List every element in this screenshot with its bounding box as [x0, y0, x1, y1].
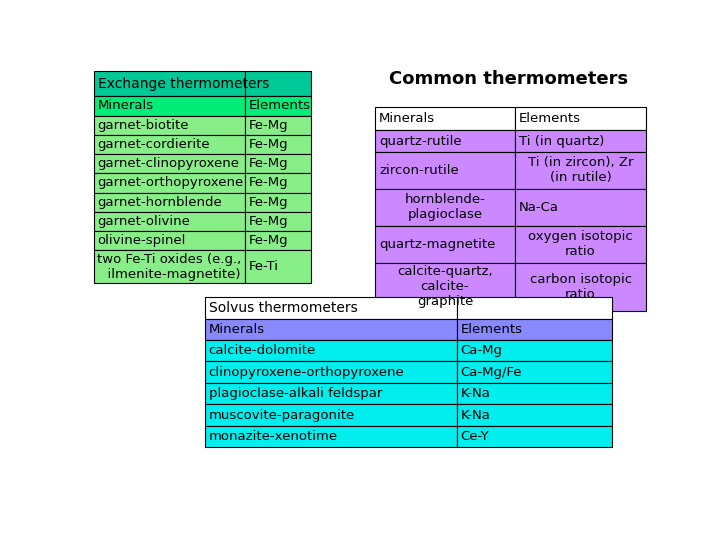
Text: Minerals: Minerals [209, 323, 265, 336]
Bar [204, 298, 456, 319]
Bar [94, 193, 245, 212]
Text: oxygen isotopic
ratio: oxygen isotopic ratio [528, 230, 633, 258]
Bar [204, 361, 456, 383]
Text: Fe-Mg: Fe-Mg [249, 157, 289, 170]
Bar [204, 383, 456, 404]
Bar [456, 298, 611, 319]
Bar [204, 404, 456, 426]
Text: Fe-Mg: Fe-Mg [249, 234, 289, 247]
Text: Ti (in quartz): Ti (in quartz) [518, 134, 604, 147]
Bar [456, 340, 611, 361]
Bar [375, 130, 515, 152]
Bar [375, 152, 515, 189]
Bar [515, 262, 647, 311]
Bar [245, 116, 311, 135]
Text: Solvus thermometers: Solvus thermometers [209, 301, 357, 315]
Bar [456, 383, 611, 404]
Bar [375, 262, 515, 311]
Text: olivine-spinel: olivine-spinel [98, 234, 186, 247]
Bar [245, 212, 311, 231]
Text: garnet-hornblende: garnet-hornblende [98, 195, 222, 209]
Text: Fe-Mg: Fe-Mg [249, 215, 289, 228]
Text: zircon-rutile: zircon-rutile [379, 164, 459, 177]
Text: plagioclase-alkali feldspar: plagioclase-alkali feldspar [209, 387, 382, 400]
Bar [375, 107, 515, 130]
Text: K-Na: K-Na [461, 409, 490, 422]
Text: garnet-olivine: garnet-olivine [98, 215, 191, 228]
Bar [375, 226, 515, 262]
Bar [456, 404, 611, 426]
Bar [94, 154, 245, 173]
Bar [375, 189, 515, 226]
Bar [515, 130, 647, 152]
Text: Fe-Mg: Fe-Mg [249, 195, 289, 209]
Text: Common thermometers: Common thermometers [389, 70, 628, 87]
Bar [245, 154, 311, 173]
Text: Minerals: Minerals [379, 112, 435, 125]
Bar [456, 426, 611, 448]
Text: Elements: Elements [249, 99, 311, 112]
Text: monazite-xenotime: monazite-xenotime [209, 430, 338, 443]
Text: Ca-Mg: Ca-Mg [461, 344, 503, 357]
Bar [94, 135, 245, 154]
Bar [456, 319, 611, 340]
Bar [515, 189, 647, 226]
Bar [94, 71, 245, 96]
Text: quartz-rutile: quartz-rutile [379, 134, 462, 147]
Text: garnet-orthopyroxene: garnet-orthopyroxene [98, 177, 244, 190]
Text: carbon isotopic
ratio: carbon isotopic ratio [529, 273, 631, 301]
Text: hornblende-
plagioclase: hornblende- plagioclase [405, 193, 485, 221]
Bar [245, 231, 311, 251]
Bar [94, 116, 245, 135]
Bar [94, 231, 245, 251]
Bar [245, 96, 311, 116]
Text: garnet-cordierite: garnet-cordierite [98, 138, 210, 151]
Text: Fe-Mg: Fe-Mg [249, 177, 289, 190]
Bar [245, 193, 311, 212]
Text: muscovite-paragonite: muscovite-paragonite [209, 409, 355, 422]
Bar [515, 152, 647, 189]
Text: Fe-Mg: Fe-Mg [249, 138, 289, 151]
Text: Ti (in zircon), Zr
(in rutile): Ti (in zircon), Zr (in rutile) [528, 156, 634, 184]
Bar [515, 226, 647, 262]
Bar [245, 71, 311, 96]
Text: Na-Ca: Na-Ca [518, 201, 559, 214]
Text: Fe-Ti: Fe-Ti [249, 260, 279, 273]
Text: quartz-magnetite: quartz-magnetite [379, 238, 495, 251]
Text: Elements: Elements [461, 323, 523, 336]
Bar [456, 361, 611, 383]
Text: Minerals: Minerals [98, 99, 154, 112]
Text: Exchange thermometers: Exchange thermometers [98, 77, 269, 91]
Text: garnet-biotite: garnet-biotite [98, 119, 189, 132]
Bar [204, 426, 456, 448]
Text: Fe-Mg: Fe-Mg [249, 119, 289, 132]
Text: calcite-quartz,
calcite-
graphite: calcite-quartz, calcite- graphite [397, 266, 492, 308]
Text: Elements: Elements [518, 112, 580, 125]
Bar [94, 251, 245, 284]
Text: Ca-Mg/Fe: Ca-Mg/Fe [461, 366, 522, 379]
Bar [245, 173, 311, 193]
Text: garnet-clinopyroxene: garnet-clinopyroxene [98, 157, 240, 170]
Bar [245, 251, 311, 284]
Bar [94, 96, 245, 116]
Bar [94, 173, 245, 193]
Text: two Fe-Ti oxides (e.g.,
  ilmenite-magnetite): two Fe-Ti oxides (e.g., ilmenite-magneti… [97, 253, 242, 281]
Text: Ce-Y: Ce-Y [461, 430, 489, 443]
Text: calcite-dolomite: calcite-dolomite [209, 344, 316, 357]
Text: K-Na: K-Na [461, 387, 490, 400]
Bar [245, 135, 311, 154]
Text: clinopyroxene-orthopyroxene: clinopyroxene-orthopyroxene [209, 366, 405, 379]
Bar [94, 212, 245, 231]
Bar [204, 319, 456, 340]
Bar [515, 107, 647, 130]
Bar [204, 340, 456, 361]
